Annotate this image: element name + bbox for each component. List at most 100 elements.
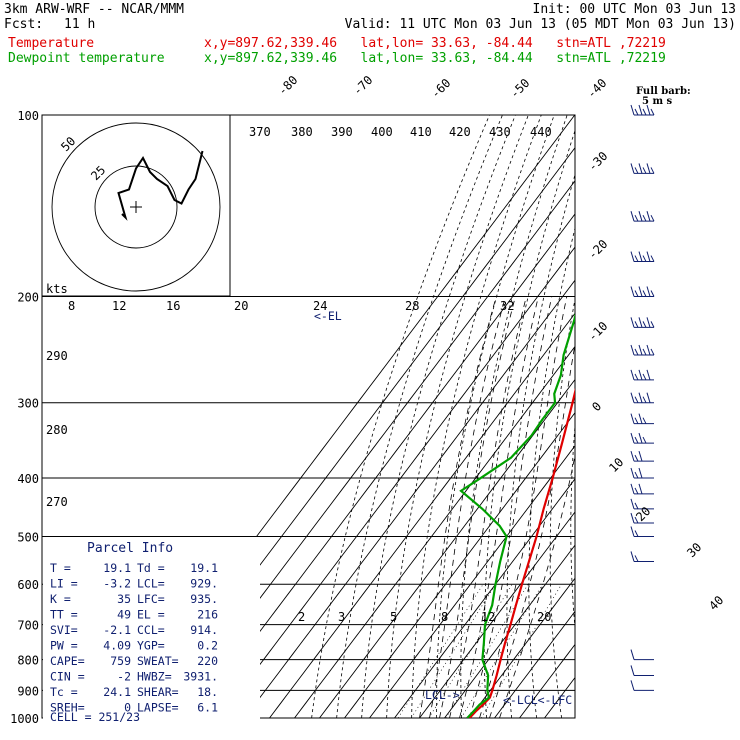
parcel-key: Tc = (50, 685, 78, 699)
pressure-tick-label: 300 (17, 397, 39, 411)
isotherm (294, 345, 575, 718)
parcel-key: HWBZ= (137, 670, 172, 684)
parcel-value: 220 (197, 654, 218, 668)
barb-flag (650, 108, 655, 116)
barb-flag (646, 369, 651, 381)
temperature-profile (468, 387, 575, 718)
hodograph-ring (94, 165, 178, 249)
dry-adiabat (666, 115, 712, 718)
barb-flag (646, 251, 651, 262)
barb-flag (650, 321, 655, 328)
parcel-key: T = (50, 561, 71, 575)
barb-flag (638, 251, 643, 262)
mixing-ratio-label: 2 (298, 610, 305, 624)
barb-flag (638, 450, 643, 462)
parcel-key: K = (50, 592, 71, 606)
isotherm (344, 411, 575, 718)
dry-adiabat (683, 115, 736, 718)
barb-flag (630, 483, 635, 495)
pressure-tick-label: 1000 (10, 712, 39, 726)
barb-flag (642, 108, 647, 116)
barb-flag (646, 392, 651, 403)
parcel-key: LCL= (137, 577, 165, 591)
hodograph-trace (117, 150, 204, 221)
theta-label: 280 (46, 423, 68, 437)
parcel-key: CIN = (50, 670, 85, 684)
dewpoint-profile (459, 312, 575, 718)
hodograph-x-tick: 20 (234, 299, 248, 313)
wind-barb (630, 450, 654, 462)
wind-barb (630, 413, 654, 425)
barb-flag (642, 255, 647, 262)
dry-adiabat (386, 115, 529, 718)
barb-flag (634, 487, 639, 495)
parcel-value: -2.1 (103, 623, 131, 637)
parcel-key: SREH= (50, 701, 85, 715)
model-title: 3km ARW-WRF -- NCAR/MMM (4, 2, 185, 17)
barb-flag (634, 417, 639, 424)
full-barb-label: Full barb: (636, 86, 691, 97)
theta-label: 400 (371, 125, 393, 139)
dry-adiabat (311, 115, 490, 718)
hodograph-unit: kts (46, 282, 68, 296)
isotherm (319, 378, 575, 718)
barb-flag (630, 317, 635, 328)
parcel-value: -3.2 (103, 577, 131, 591)
dry-adiabat (717, 115, 740, 718)
barb-flag (634, 396, 639, 403)
wind-barb (630, 551, 654, 562)
parcel-value: 3931. (183, 670, 218, 684)
barb-flag (634, 255, 639, 262)
mixing-ratio-label: 12 (481, 610, 495, 624)
barb-flag (646, 317, 651, 328)
mixing-ratio-label: 3 (338, 610, 345, 624)
parcel-value: -2 (117, 670, 131, 684)
barb-flag (650, 167, 655, 174)
barb-flag (646, 163, 651, 174)
isotherm-label: 20 (633, 504, 653, 524)
barb-flag (630, 211, 635, 222)
parcel-key: SHEAR= (137, 685, 179, 699)
valid-time: Valid: 11 UTC Mon 03 Jun 13 (05 MDT Mon … (344, 17, 736, 32)
barb-flag (642, 321, 647, 328)
wind-barbs (630, 104, 655, 691)
barb-flag (634, 502, 639, 510)
parcel-value: 935. (190, 592, 218, 606)
wind-barb (630, 483, 654, 495)
lcl-left-label: LCL-> (425, 688, 460, 702)
dewpoint-location: x,y=897.62,339.46 lat,lon= 33.63, -84.44… (204, 51, 666, 66)
pressure-tick-label: 100 (17, 109, 39, 123)
mixing-ratio-label: 8 (441, 610, 448, 624)
barb-flag (630, 344, 635, 356)
dewpoint-legend: Dewpoint temperature (8, 51, 165, 66)
wind-barb (630, 286, 655, 298)
isotherm-label: 40 (706, 593, 726, 613)
isotherm-label: -60 (428, 76, 453, 101)
parcel-value: 24.1 (103, 685, 131, 699)
pressure-tick-label: 800 (17, 654, 39, 668)
dry-adiabat (506, 173, 575, 718)
parcel-info-box: Parcel Info T = 19.1 Td = 19.1 LI = -3.2 LCL= 9… (43, 537, 260, 729)
barb-flag (650, 255, 655, 262)
isotherm-label: -10 (585, 319, 610, 344)
wind-barb (630, 680, 654, 691)
hodograph-x-tick: 28 (405, 299, 419, 313)
isotherm-label: 10 (606, 455, 626, 475)
el-label: <-EL (314, 309, 342, 323)
wind-barb (630, 665, 654, 676)
parcel-value: 914. (190, 623, 218, 637)
dry-adiabat (411, 115, 542, 718)
barb-flag (646, 211, 651, 222)
parcel-key: LAPSE= (137, 701, 179, 715)
barb-flag (634, 290, 639, 297)
pressure-tick-label: 700 (17, 619, 39, 633)
barb-flag (638, 467, 643, 479)
barb-flag (634, 555, 639, 562)
isotherm (469, 577, 575, 718)
dry-adiabat (700, 115, 740, 718)
barb-flag (630, 369, 635, 381)
wind-barb (630, 317, 655, 328)
barb-flag (630, 665, 635, 676)
theta-label: 430 (489, 125, 511, 139)
